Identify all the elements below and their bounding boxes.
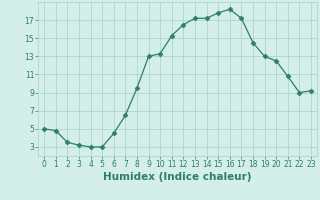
X-axis label: Humidex (Indice chaleur): Humidex (Indice chaleur) — [103, 172, 252, 182]
